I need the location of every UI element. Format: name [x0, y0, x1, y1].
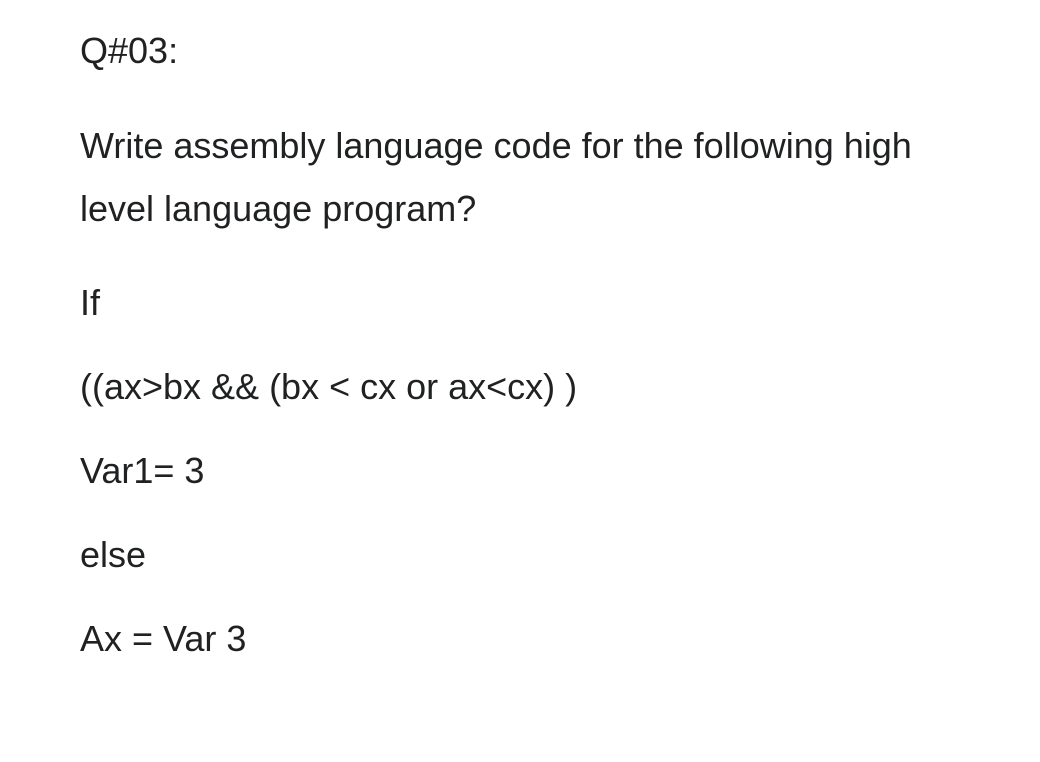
- code-false-branch: Ax = Var 3: [80, 618, 960, 660]
- code-condition-expression: ((ax>bx && (bx < cx or ax<cx) ): [80, 366, 960, 408]
- code-true-branch: Var1= 3: [80, 450, 960, 492]
- code-if-keyword: If: [80, 282, 960, 324]
- question-number-label: Q#03:: [80, 30, 960, 72]
- code-else-keyword: else: [80, 534, 960, 576]
- question-prompt-text: Write assembly language code for the fol…: [80, 114, 960, 240]
